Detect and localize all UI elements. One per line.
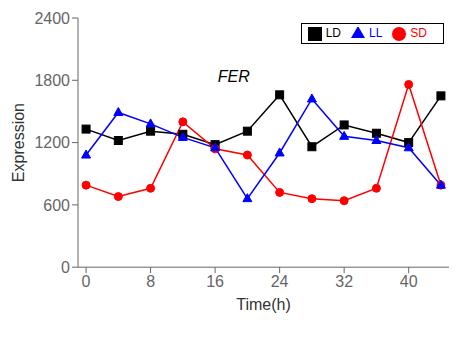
- html-text:LL: LL: [369, 26, 383, 40]
- svg-text:1200: 1200: [34, 134, 70, 151]
- svg-text:0: 0: [82, 273, 91, 290]
- svg-text:0: 0: [61, 259, 70, 276]
- svg-text:24: 24: [271, 273, 289, 290]
- svg-text:16: 16: [206, 273, 224, 290]
- svg-text:Expression: Expression: [10, 103, 27, 182]
- svg-text:1800: 1800: [34, 72, 70, 89]
- html-text:FER: FER: [217, 68, 250, 86]
- svg-text:600: 600: [43, 197, 70, 214]
- svg-text:8: 8: [146, 273, 155, 290]
- html-text:LD: LD: [325, 26, 341, 40]
- html-text:SD: SD: [410, 26, 427, 40]
- svg-text:Time(h): Time(h): [236, 296, 291, 313]
- svg-text:40: 40: [400, 273, 418, 290]
- svg-text:32: 32: [335, 273, 353, 290]
- svg-text:2400: 2400: [34, 10, 70, 27]
